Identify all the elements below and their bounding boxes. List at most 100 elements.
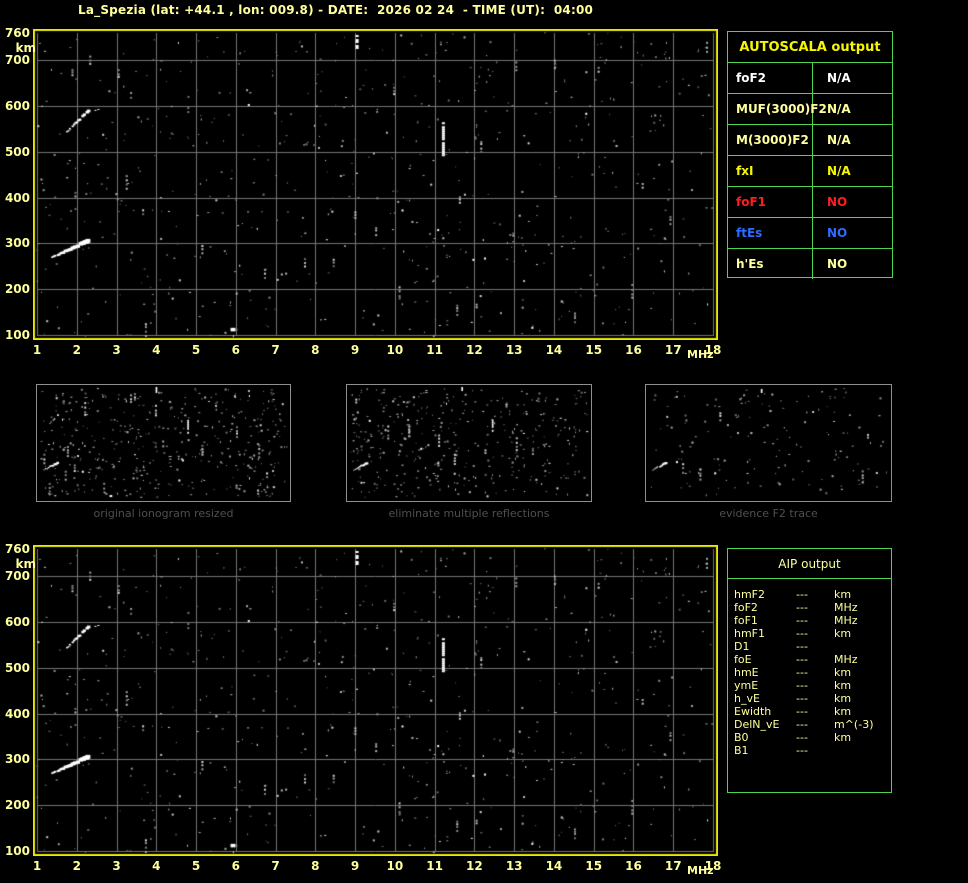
autoscala-table-rows: foF2 N/A MUF(3000)F2 N/A M(3000)F2 N/A fxI N/A f…	[728, 62, 892, 279]
autoscala-parameter-label: fxI	[728, 156, 813, 186]
autoscala-parameter-value: NO	[827, 195, 848, 209]
x-tick-label: 5	[191, 859, 201, 873]
aip-parameter-label: D1	[734, 640, 750, 653]
aip-parameter-value: ---	[796, 666, 808, 679]
aip-table-row: hmE --- km	[728, 666, 891, 679]
autoscala-parameter-value: NO	[827, 257, 848, 271]
y-tick-label: 300	[4, 236, 30, 251]
station-title: La_Spezia (lat: +44.1 , lon: 009.8) - DA…	[78, 3, 594, 17]
x-tick-label: 4	[152, 343, 161, 357]
aip-parameter-value: ---	[796, 588, 808, 601]
autoscala-parameter-value: N/A	[827, 71, 851, 85]
autoscala-parameter-value: N/A	[827, 133, 851, 147]
x-tick-label: 12	[466, 859, 483, 873]
aip-table-row: DelN_vE --- m^(-3)	[728, 718, 891, 731]
aip-parameter-value: ---	[796, 718, 808, 731]
aip-parameter-label: hmF2	[734, 588, 766, 601]
aip-parameter-label: h_vE	[734, 692, 760, 705]
aip-table-rows: hmF2 --- km foF2 --- MHz foF1 --- MHz hmF1 --- km D1…	[728, 579, 891, 757]
x-tick-label: 2	[72, 343, 81, 357]
aip-parameter-label: DelN_vE	[734, 718, 780, 731]
aip-parameter-value: ---	[796, 744, 808, 757]
y-tick-label: 600	[4, 615, 30, 630]
aip-parameter-unit: km	[834, 705, 852, 718]
y-tick-label: 100	[4, 844, 30, 858]
thumbnail-evidence-f2-caption: evidence F2 trace	[719, 507, 818, 520]
aip-table-row: foE --- MHz	[728, 653, 891, 666]
aip-parameter-unit: km	[834, 666, 852, 679]
autoscala-table-row: M(3000)F2 N/A	[728, 124, 892, 155]
x-tick-label: 1	[32, 859, 42, 873]
ionogram-canvas-bottom	[33, 545, 718, 856]
aip-parameter-value: ---	[796, 679, 808, 692]
aip-parameter-label: B1	[734, 744, 749, 757]
aip-parameter-unit: MHz	[834, 614, 858, 627]
autoscala-table-row: foF2 N/A	[728, 62, 892, 93]
aip-table-row: B0 --- km	[728, 731, 891, 744]
thumbnail-eliminate-reflections: eliminate multiple reflections	[346, 384, 592, 520]
aip-parameter-unit: MHz	[834, 601, 858, 614]
aip-table-row: hmF1 --- km	[728, 627, 891, 640]
y-tick-label: 200	[4, 282, 30, 297]
aip-table-row: B1 ---	[728, 744, 891, 757]
autoscala-parameter-label: foF1	[728, 187, 813, 217]
x-tick-label: 7	[271, 859, 280, 873]
x-tick-label: 11	[426, 859, 443, 873]
x-axis-unit: MHz	[687, 348, 714, 361]
aip-parameter-label: foF2	[734, 601, 758, 614]
x-tick-label: 14	[545, 343, 563, 357]
ionogram-plot-top	[33, 29, 718, 340]
aip-parameter-value: ---	[796, 705, 808, 718]
y-tick-label: 200	[4, 798, 30, 813]
aip-table-row: foF1 --- MHz	[728, 614, 891, 627]
aip-parameter-value: ---	[796, 601, 808, 614]
x-tick-label: 5	[191, 343, 201, 357]
autoscala-parameter-value: N/A	[827, 102, 851, 116]
ionogram-canvas-top	[33, 29, 718, 340]
x-tick-label: 9	[350, 859, 360, 873]
autoscala-table-row: ftEs NO	[728, 217, 892, 248]
aip-table-row: ymE --- km	[728, 679, 891, 692]
x-tick-label: 1	[32, 343, 42, 357]
aip-output-table: AIP output hmF2 --- km foF2 --- MHz foF1 --- MHz…	[727, 548, 892, 793]
aip-parameter-unit: km	[834, 588, 852, 601]
thumbnail-original-canvas	[36, 384, 291, 502]
y-tick-label: 700	[4, 569, 30, 584]
thumbnail-eliminate-reflections-caption: eliminate multiple reflections	[388, 507, 550, 520]
aip-table-row: Ewidth --- km	[728, 705, 891, 718]
x-tick-label: 3	[112, 859, 121, 873]
autoscala-output-table: AUTOSCALA output foF2 N/A MUF(3000)F2 N/A M(…	[727, 31, 893, 279]
autoscala-parameter-value: N/A	[827, 164, 851, 178]
x-tick-label: 10	[386, 859, 404, 873]
x-tick-label: 16	[625, 343, 642, 357]
aip-parameter-label: foF1	[734, 614, 758, 627]
autoscala-table-row: h'Es NO	[728, 248, 892, 279]
aip-table-row: foF2 --- MHz	[728, 601, 891, 614]
x-axis-unit: MHz	[687, 864, 714, 877]
x-tick-label: 17	[664, 859, 682, 873]
aip-parameter-unit: MHz	[834, 653, 858, 666]
aip-table-title: AIP output	[728, 549, 891, 579]
x-tick-label: 6	[231, 859, 240, 873]
x-tick-label: 17	[664, 343, 682, 357]
x-tick-label: 3	[112, 343, 121, 357]
aip-parameter-label: hmE	[734, 666, 759, 679]
y-tick-label: 100	[4, 328, 30, 342]
thumbnail-eliminate-reflections-canvas	[346, 384, 592, 502]
x-tick-label: 2	[72, 859, 81, 873]
thumbnail-original: original ionogram resized	[36, 384, 291, 520]
autoscala-parameter-label: ftEs	[728, 218, 813, 248]
x-tick-label: 18	[704, 859, 722, 873]
aip-parameter-unit: km	[834, 627, 852, 640]
x-tick-label: 7	[271, 343, 280, 357]
y-tick-label: 400	[4, 190, 30, 205]
y-tick-label: 700	[4, 53, 30, 68]
aip-parameter-unit: m^(-3)	[834, 718, 874, 731]
y-tick-label: 760	[4, 542, 30, 556]
aip-parameter-value: ---	[796, 731, 808, 744]
aip-parameter-value: ---	[796, 614, 808, 627]
x-tick-label: 15	[585, 859, 603, 873]
y-axis-unit: km	[15, 41, 36, 55]
x-tick-label: 8	[311, 343, 320, 357]
